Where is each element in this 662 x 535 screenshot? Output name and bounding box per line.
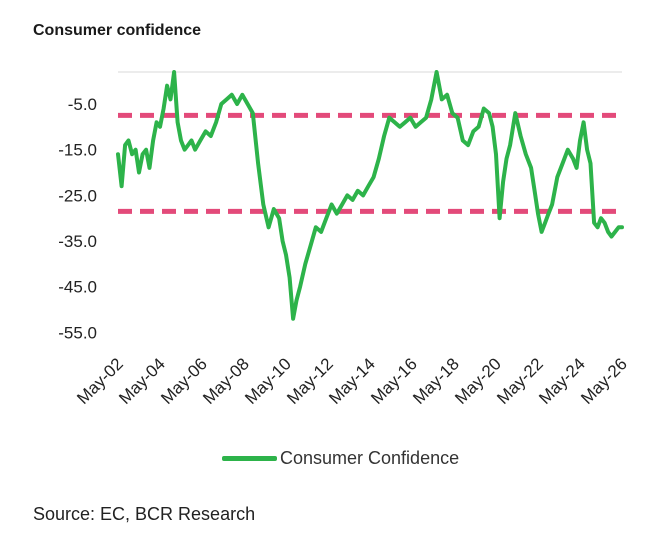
y-tick-label: -55.0 [58, 323, 97, 342]
x-tick-label: May-24 [535, 354, 589, 408]
x-tick-label: May-18 [409, 354, 463, 408]
legend: Consumer Confidence [222, 448, 459, 469]
x-axis-ticks: May-02May-04May-06May-08May-10May-12May-… [73, 354, 631, 408]
legend-swatch [222, 456, 277, 461]
y-tick-label: -5.0 [68, 95, 97, 114]
x-tick-label: May-14 [325, 354, 379, 408]
x-tick-label: May-10 [241, 354, 295, 408]
x-tick-label: May-08 [199, 354, 253, 408]
source-note: Source: EC, BCR Research [33, 504, 256, 524]
x-tick-label: May-06 [157, 354, 211, 408]
y-tick-label: -45.0 [58, 278, 97, 297]
x-tick-label: May-04 [115, 354, 169, 408]
series-line-consumer-confidence [116, 70, 624, 321]
x-tick-label: May-02 [73, 354, 127, 408]
x-tick-label: May-12 [283, 354, 337, 408]
y-tick-label: -15.0 [58, 141, 97, 160]
x-tick-label: May-16 [367, 354, 421, 408]
x-tick-label: May-22 [493, 354, 547, 408]
y-tick-label: -35.0 [58, 232, 97, 251]
chart-plot: -5.0-15.0-25.0-35.0-45.0-55.0 May-02May-… [58, 70, 631, 408]
reference-lines [118, 112, 622, 214]
legend-label: Consumer Confidence [280, 448, 460, 468]
x-tick-label: May-26 [577, 354, 631, 408]
y-axis-ticks: -5.0 -15.0 -25.0 -35.0 -45.0 -55.0 [58, 95, 97, 342]
x-tick-label: May-20 [451, 354, 505, 408]
chart-title: Consumer confidence [33, 22, 202, 39]
y-tick-label: -25.0 [58, 186, 97, 205]
series-layer [116, 70, 624, 321]
